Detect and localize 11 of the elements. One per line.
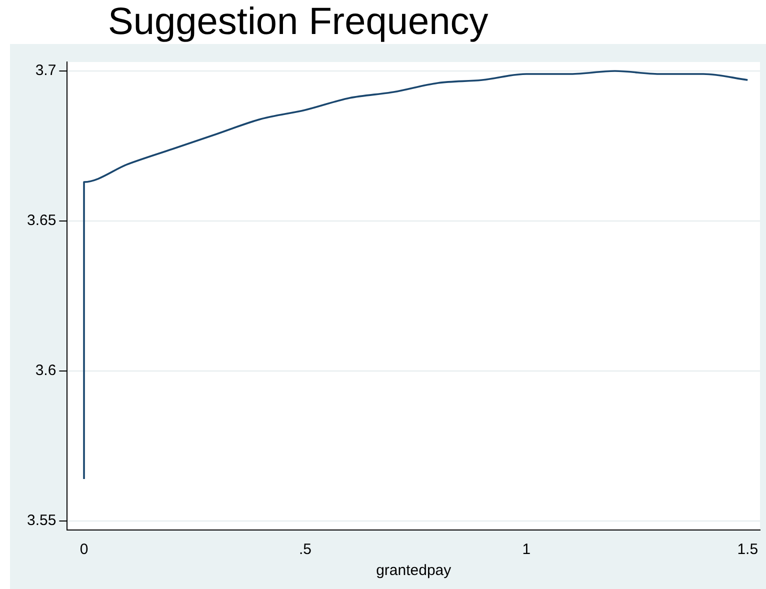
y-tick-label: 3.7 (35, 62, 56, 80)
x-tick-label: 0 (80, 541, 88, 558)
y-tick-label: 3.65 (26, 212, 56, 230)
x-tick-label: 1.5 (737, 541, 758, 558)
line-series (83, 70, 749, 480)
chart-title: Suggestion Frequency (108, 0, 488, 44)
x-tick-label: 1 (522, 541, 531, 558)
y-tick-label: 3.6 (35, 362, 56, 380)
x-tick-label: .5 (298, 541, 312, 558)
x-axis-title: grantedpay (376, 562, 452, 580)
y-tick-label: 3.55 (26, 512, 56, 530)
